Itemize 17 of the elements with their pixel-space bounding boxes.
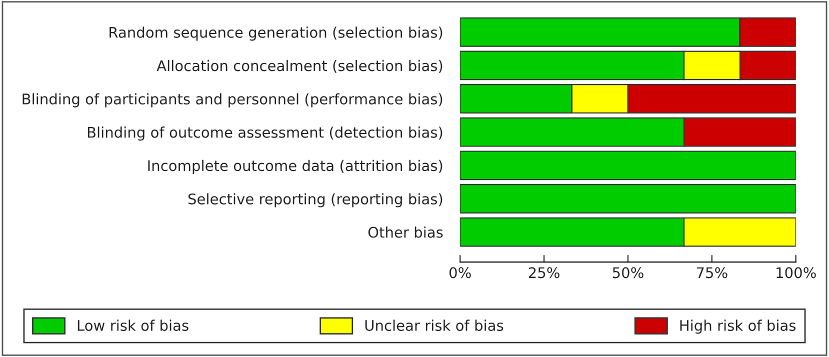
x-tick-label: 50%	[612, 267, 644, 278]
bar	[460, 184, 796, 214]
y-tick-label: Selective reporting (reporting bias)	[188, 193, 442, 208]
legend-label: Unclear risk of bias	[365, 320, 504, 331]
y-tick-label: Blinding of outcome assessment (detection bias)	[88, 126, 442, 141]
y-tick-label: Other bias	[368, 226, 443, 238]
legend-label: Low risk of bias	[78, 320, 188, 331]
bar	[460, 150, 796, 180]
legend-label: High risk of bias	[680, 320, 796, 334]
x-tick-label: 25%	[528, 267, 560, 278]
y-tick-label: Allocation concealment (selection bias)	[156, 60, 442, 73]
y-tick-label: Random sequence generation (selection bias)	[110, 26, 442, 41]
x-tick-label: 75%	[696, 267, 728, 278]
x-tick-label: 0%	[449, 267, 471, 278]
x-tick-label: 100%	[776, 267, 816, 278]
y-tick-label: Incomplete outcome data (attrition bias)	[148, 160, 442, 174]
y-tick-label: Blinding of participants and personnel (performance bias)	[22, 93, 442, 108]
